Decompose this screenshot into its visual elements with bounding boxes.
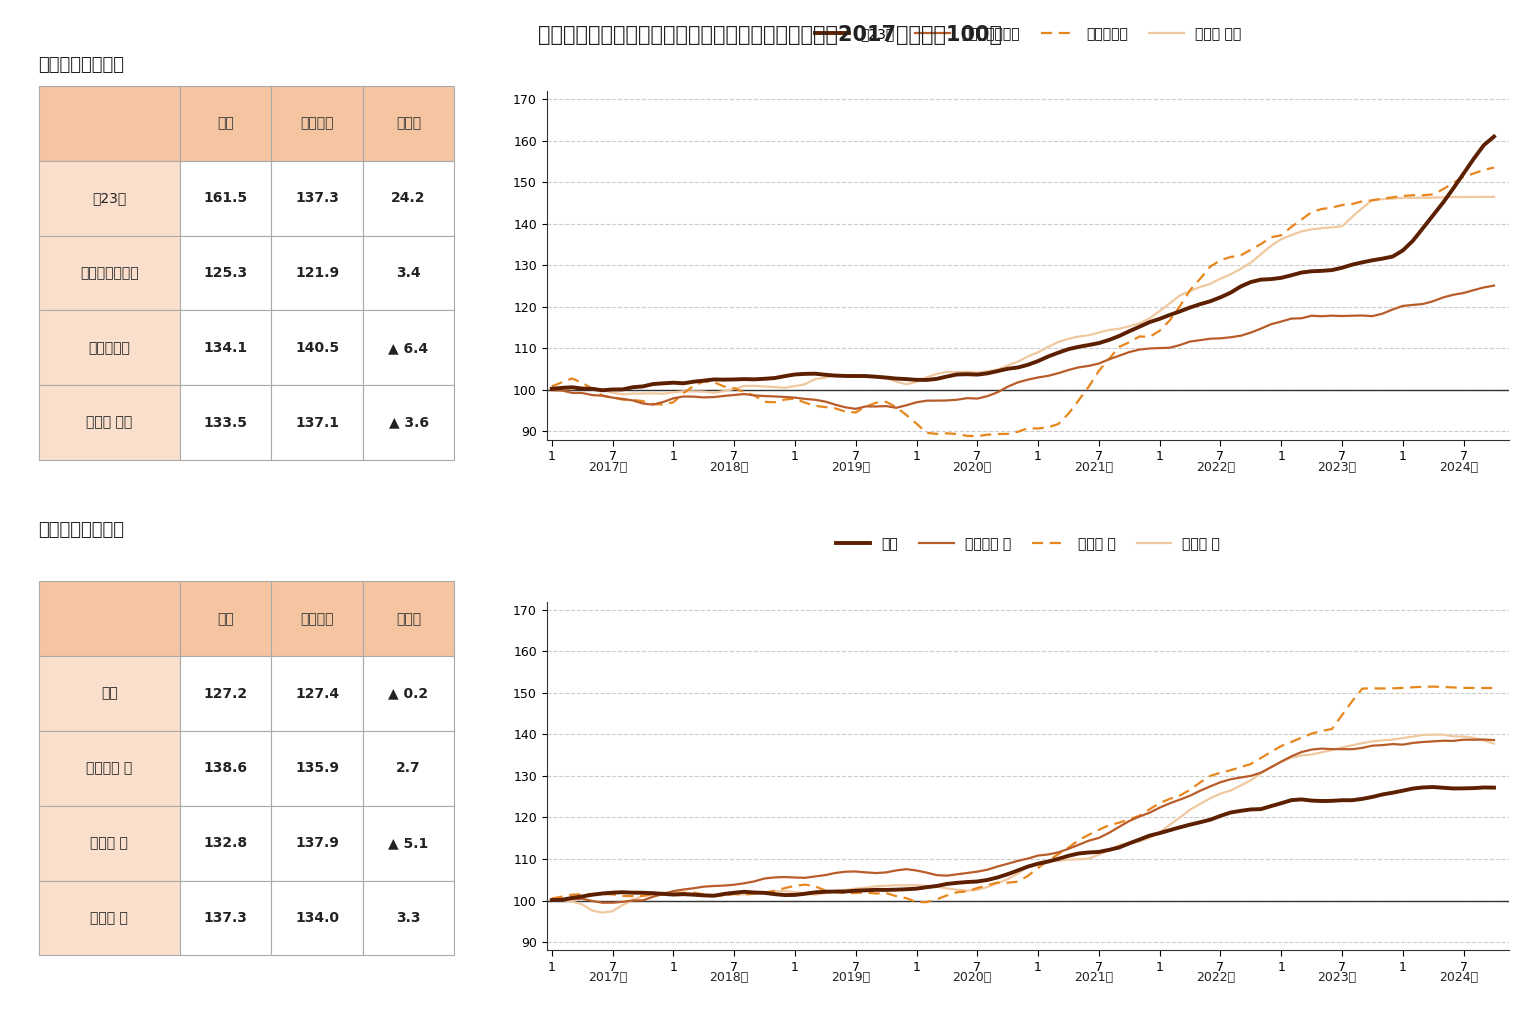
- Text: 127.2: 127.2: [203, 686, 248, 701]
- Text: ▲ 6.4: ▲ 6.4: [388, 341, 428, 355]
- Text: 千葉県 他: 千葉県 他: [91, 911, 128, 925]
- Text: 2022年: 2022年: [1197, 972, 1235, 984]
- Text: 125.3: 125.3: [203, 266, 248, 280]
- Bar: [38, 656, 180, 731]
- Bar: [38, 731, 180, 806]
- Text: 2023年: 2023年: [1317, 461, 1357, 473]
- Bar: [271, 656, 363, 731]
- Legend: 都下, 神奈川県 他, 埼玉県 他, 千葉県 他: 都下, 神奈川県 他, 埼玉県 他, 千葉県 他: [830, 532, 1226, 557]
- Text: 都下: 都下: [100, 686, 117, 701]
- Bar: [38, 86, 180, 161]
- Text: 133.5: 133.5: [203, 416, 248, 430]
- Text: 138.6: 138.6: [203, 761, 248, 775]
- Text: 24.2: 24.2: [391, 191, 427, 205]
- Bar: [38, 236, 180, 310]
- Text: 前年同月: 前年同月: [300, 612, 334, 626]
- Text: 121.9: 121.9: [296, 266, 339, 280]
- Text: 2.7: 2.7: [396, 761, 420, 775]
- Text: 埼玉県 他: 埼玉県 他: [91, 836, 128, 850]
- Text: 137.9: 137.9: [296, 836, 339, 850]
- Bar: [363, 236, 454, 310]
- Bar: [363, 581, 454, 656]
- Bar: [38, 310, 180, 385]
- Text: 神奈川県 他: 神奈川県 他: [86, 761, 132, 775]
- Text: 【中心４エリア】: 【中心４エリア】: [38, 56, 125, 74]
- Text: 前年同月: 前年同月: [300, 116, 334, 130]
- Bar: [271, 161, 363, 236]
- Text: 135.9: 135.9: [296, 761, 339, 775]
- Text: ▲ 5.1: ▲ 5.1: [388, 836, 428, 850]
- Bar: [363, 161, 454, 236]
- Text: 2017年: 2017年: [588, 972, 627, 984]
- Text: 当月: 当月: [217, 612, 234, 626]
- Bar: [180, 236, 271, 310]
- Text: 2018年: 2018年: [710, 972, 748, 984]
- Text: 2018年: 2018年: [710, 461, 748, 473]
- Text: 2020年: 2020年: [953, 461, 992, 473]
- Text: 127.4: 127.4: [296, 686, 339, 701]
- Bar: [363, 656, 454, 731]
- Text: 2019年: 2019年: [832, 972, 870, 984]
- Text: さいたま市: さいたま市: [88, 341, 129, 355]
- Text: 140.5: 140.5: [296, 341, 339, 355]
- Text: 前年差: 前年差: [396, 116, 420, 130]
- Text: 2020年: 2020年: [953, 972, 992, 984]
- Text: 132.8: 132.8: [203, 836, 248, 850]
- Text: 2022年: 2022年: [1197, 461, 1235, 473]
- Bar: [180, 310, 271, 385]
- Bar: [180, 86, 271, 161]
- Bar: [38, 806, 180, 881]
- Text: ＜図表２＞　首都圏８エリア　平均価格指数の推移（2017年１月＝100）: ＜図表２＞ 首都圏８エリア 平均価格指数の推移（2017年１月＝100）: [537, 25, 1003, 45]
- Bar: [271, 236, 363, 310]
- Text: ▲ 3.6: ▲ 3.6: [388, 416, 428, 430]
- Bar: [363, 731, 454, 806]
- Text: 3.3: 3.3: [396, 911, 420, 925]
- Bar: [363, 806, 454, 881]
- Bar: [38, 385, 180, 460]
- Bar: [180, 385, 271, 460]
- Text: 137.3: 137.3: [203, 911, 248, 925]
- Text: 当月: 当月: [217, 116, 234, 130]
- Text: ▲ 0.2: ▲ 0.2: [388, 686, 428, 701]
- Bar: [180, 731, 271, 806]
- Bar: [363, 310, 454, 385]
- Bar: [271, 806, 363, 881]
- Bar: [180, 881, 271, 955]
- Bar: [180, 656, 271, 731]
- Text: 3.4: 3.4: [396, 266, 420, 280]
- Bar: [271, 86, 363, 161]
- Text: 2021年: 2021年: [1075, 972, 1113, 984]
- Bar: [271, 310, 363, 385]
- Bar: [38, 581, 180, 656]
- Bar: [271, 881, 363, 955]
- Bar: [180, 161, 271, 236]
- Text: 2021年: 2021年: [1075, 461, 1113, 473]
- Bar: [271, 385, 363, 460]
- Text: 137.1: 137.1: [296, 416, 339, 430]
- Text: 2024年: 2024年: [1438, 461, 1478, 473]
- Bar: [363, 881, 454, 955]
- Text: 2019年: 2019年: [832, 461, 870, 473]
- Text: 2024年: 2024年: [1438, 972, 1478, 984]
- Text: 2023年: 2023年: [1317, 972, 1357, 984]
- Text: Ｃ23区: Ｃ23区: [92, 191, 126, 205]
- Text: 千葉県 西部: 千葉県 西部: [86, 416, 132, 430]
- Text: 2017年: 2017年: [588, 461, 627, 473]
- Bar: [363, 86, 454, 161]
- Bar: [180, 806, 271, 881]
- Legend: Ｃ23区, 横浜市・川崎市, さいたま市, 千葉県 西部: Ｃ23区, 横浜市・川崎市, さいたま市, 千葉県 西部: [808, 21, 1247, 47]
- Bar: [38, 881, 180, 955]
- Text: 134.0: 134.0: [296, 911, 339, 925]
- Bar: [271, 581, 363, 656]
- Text: 161.5: 161.5: [203, 191, 248, 205]
- Text: 前年差: 前年差: [396, 612, 420, 626]
- Bar: [271, 731, 363, 806]
- Text: 【周辺４エリア】: 【周辺４エリア】: [38, 521, 125, 539]
- Text: 横浜市・川崎市: 横浜市・川崎市: [80, 266, 139, 280]
- Text: 134.1: 134.1: [203, 341, 248, 355]
- Bar: [363, 385, 454, 460]
- Text: 137.3: 137.3: [296, 191, 339, 205]
- Bar: [38, 161, 180, 236]
- Bar: [180, 581, 271, 656]
